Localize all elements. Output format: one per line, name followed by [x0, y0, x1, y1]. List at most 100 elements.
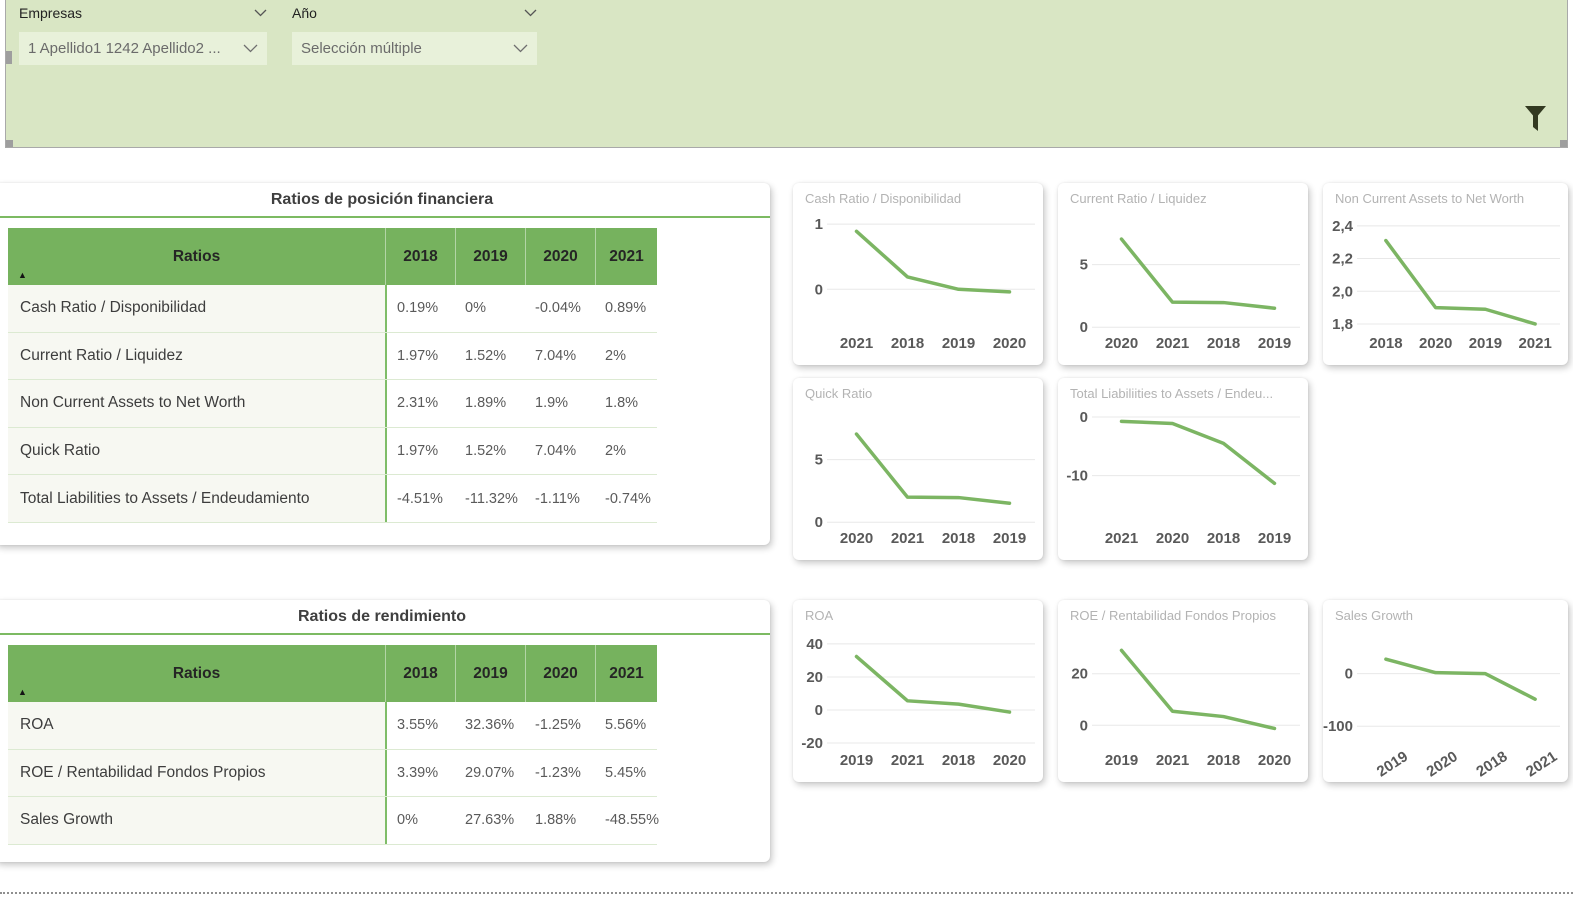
x-axis-label: 2019	[993, 530, 1026, 547]
ratios-rendimiento-table: Ratios ▲ 2018 2019 2020 2021 ROA 3.55% 32.36% -1.…	[8, 645, 659, 845]
table-row[interactable]: Current Ratio / Liquidez 1.97% 1.52% 7.04% 2…	[8, 332, 657, 381]
table-row[interactable]: Non Current Assets to Net Worth 2.31% 1.89…	[8, 380, 657, 428]
x-axis-label: 2021	[1105, 530, 1138, 547]
chart-card-non-current-assets[interactable]: Non Current Assets to Net Worth 2,4 2,2 2,…	[1323, 183, 1568, 365]
line-chart: 5 0 2020 2021 2018 2019	[1080, 237, 1300, 352]
chart-card-roe[interactable]: ROE / Rentabilidad Fondos Propios 20 0 201…	[1058, 600, 1308, 782]
cell-value: 3.55%	[385, 702, 455, 749]
cell-value: 5.56%	[595, 702, 657, 749]
column-header-2018[interactable]: 2018	[385, 645, 455, 702]
chevron-down-icon[interactable]	[254, 9, 267, 17]
x-axis-label: 2021	[1156, 335, 1189, 352]
slicer-anio-dropdown[interactable]: Selección múltiple	[292, 32, 537, 65]
x-axis-label: 2020	[993, 752, 1026, 769]
column-header-label: 2021	[609, 247, 644, 265]
resize-handle[interactable]	[6, 140, 13, 147]
chevron-down-icon	[243, 44, 258, 53]
x-axis-label: 2019	[942, 335, 975, 352]
slicer-empresas: Empresas 1 Apellido1 1242 Apellido2 ...	[19, 3, 267, 65]
x-axis-label: 2020	[993, 335, 1026, 352]
line-chart: 1 0 2021 2018 2019 2020	[815, 216, 1035, 352]
y-axis-label: 20	[1071, 666, 1088, 683]
cell-value: 1.9%	[525, 380, 595, 427]
sort-ascending-icon[interactable]: ▲	[18, 270, 27, 280]
slicer-empresas-dropdown[interactable]: 1 Apellido1 1242 Apellido2 ...	[19, 32, 267, 65]
y-axis-label: -20	[801, 735, 823, 752]
line-series	[854, 229, 1012, 294]
line-series	[1119, 419, 1277, 486]
line-chart: 0 -100 2019 2020 2018 2021	[1323, 657, 1560, 780]
line-series	[854, 654, 1012, 714]
line-chart: 40 20 0 -20 2019 2021 2018 2020	[801, 636, 1035, 769]
y-axis-label: 2,2	[1332, 251, 1353, 268]
x-axis-label: 2019	[1258, 530, 1291, 547]
cell-value: 7.04%	[525, 427, 595, 475]
table-row[interactable]: ROE / Rentabilidad Fondos Propios 3.39% 29…	[8, 749, 657, 798]
x-axis-label: 2018	[942, 530, 975, 547]
column-header-label: 2020	[543, 664, 578, 682]
x-axis-label: 2020	[840, 530, 873, 547]
table-row[interactable]: ROA 3.55% 32.36% -1.25% 5.56%	[8, 702, 657, 750]
column-header-2020[interactable]: 2020	[525, 645, 595, 702]
column-header-ratios[interactable]: Ratios ▲	[8, 228, 385, 285]
y-axis-label: 0	[1345, 666, 1353, 683]
slicer-empresas-header[interactable]: Empresas	[19, 3, 267, 23]
x-axis-label: 2021	[891, 530, 924, 547]
resize-handle[interactable]	[6, 51, 12, 64]
table-row[interactable]: Sales Growth 0% 27.63% 1.88% -48.55%	[8, 797, 659, 845]
cell-value: -0.74%	[595, 475, 657, 522]
x-axis-label: 2019	[1374, 748, 1411, 780]
x-axis-label: 2020	[1424, 748, 1461, 780]
y-axis-label: 0	[815, 514, 823, 531]
chart-card-quick-ratio[interactable]: Quick Ratio 5 0 2020 2021 2018 2019	[793, 378, 1043, 560]
table-row[interactable]: Total Liabilities to Assets / Endeudamie…	[8, 475, 657, 523]
column-header-2019[interactable]: 2019	[455, 228, 525, 285]
slicer-anio-label: Año	[292, 5, 317, 21]
chart-card-sales-growth[interactable]: Sales Growth 0 -100 2019 2020 2018 2021	[1323, 600, 1568, 782]
column-header-label: 2019	[473, 664, 508, 682]
line-chart: 0 -10 2021 2020 2018 2019	[1066, 409, 1300, 547]
line-series	[1119, 237, 1277, 310]
chevron-down-icon[interactable]	[524, 9, 537, 17]
chart-card-current-ratio[interactable]: Current Ratio / Liquidez 5 0 2020 2021 2018 2…	[1058, 183, 1308, 365]
column-header-label: 2021	[609, 664, 644, 682]
chart-card-total-liabilities[interactable]: Total Liabiliities to Assets / Endeu... …	[1058, 378, 1308, 560]
y-axis-label: -10	[1066, 468, 1088, 485]
column-header-ratios[interactable]: Ratios ▲	[8, 645, 385, 702]
cell-value: -0.04%	[525, 285, 595, 332]
resize-handle[interactable]	[1560, 140, 1567, 147]
filter-funnel-icon[interactable]	[1525, 106, 1547, 140]
chart-card-roa[interactable]: ROA 40 20 0 -20 2019 2021 2018 2020	[793, 600, 1043, 782]
line-series	[1384, 657, 1537, 701]
cell-value: 3.39%	[385, 749, 455, 797]
table-row[interactable]: Cash Ratio / Disponibilidad 0.19% 0% -0.04%…	[8, 285, 657, 333]
sort-ascending-icon[interactable]: ▲	[18, 687, 27, 697]
column-header-2021[interactable]: 2021	[595, 645, 657, 702]
slicer-anio-header[interactable]: Año	[292, 3, 537, 23]
y-axis-label: 1,8	[1332, 316, 1353, 333]
row-label: ROE / Rentabilidad Fondos Propios	[8, 749, 385, 797]
x-axis-label: 2018	[1473, 748, 1510, 780]
column-header-2019[interactable]: 2019	[455, 645, 525, 702]
table-title-bar: Ratios de posición financiera	[0, 183, 770, 218]
column-header-2021[interactable]: 2021	[595, 228, 657, 285]
x-axis-label: 2018	[891, 335, 924, 352]
column-header-2018[interactable]: 2018	[385, 228, 455, 285]
ratios-posicion-table: Ratios ▲ 2018 2019 2020 2021 Cash Ratio / Disp…	[8, 228, 657, 523]
column-header-label: 2020	[543, 247, 578, 265]
row-label: Non Current Assets to Net Worth	[8, 380, 385, 427]
table-card-posicion-financiera[interactable]: Ratios de posición financiera Ratios ▲ 201…	[0, 183, 770, 545]
column-header-label: 2018	[403, 247, 438, 265]
x-axis-label: 2021	[891, 752, 924, 769]
x-axis-label: 2019	[1258, 335, 1291, 352]
x-axis-label: 2018	[1207, 335, 1240, 352]
cell-value: -48.55%	[595, 797, 659, 844]
slicer-anio-value: Selección múltiple	[301, 40, 422, 57]
column-header-2020[interactable]: 2020	[525, 228, 595, 285]
chart-card-cash-ratio[interactable]: Cash Ratio / Disponibilidad 1 0 2021 2018 20…	[793, 183, 1043, 365]
line-series	[854, 432, 1012, 505]
y-axis-label: 0	[1080, 319, 1088, 336]
table-row[interactable]: Quick Ratio 1.97% 1.52% 7.04% 2%	[8, 427, 657, 476]
table-card-rendimiento[interactable]: Ratios de rendimiento Ratios ▲ 2018 2019 202…	[0, 600, 770, 862]
